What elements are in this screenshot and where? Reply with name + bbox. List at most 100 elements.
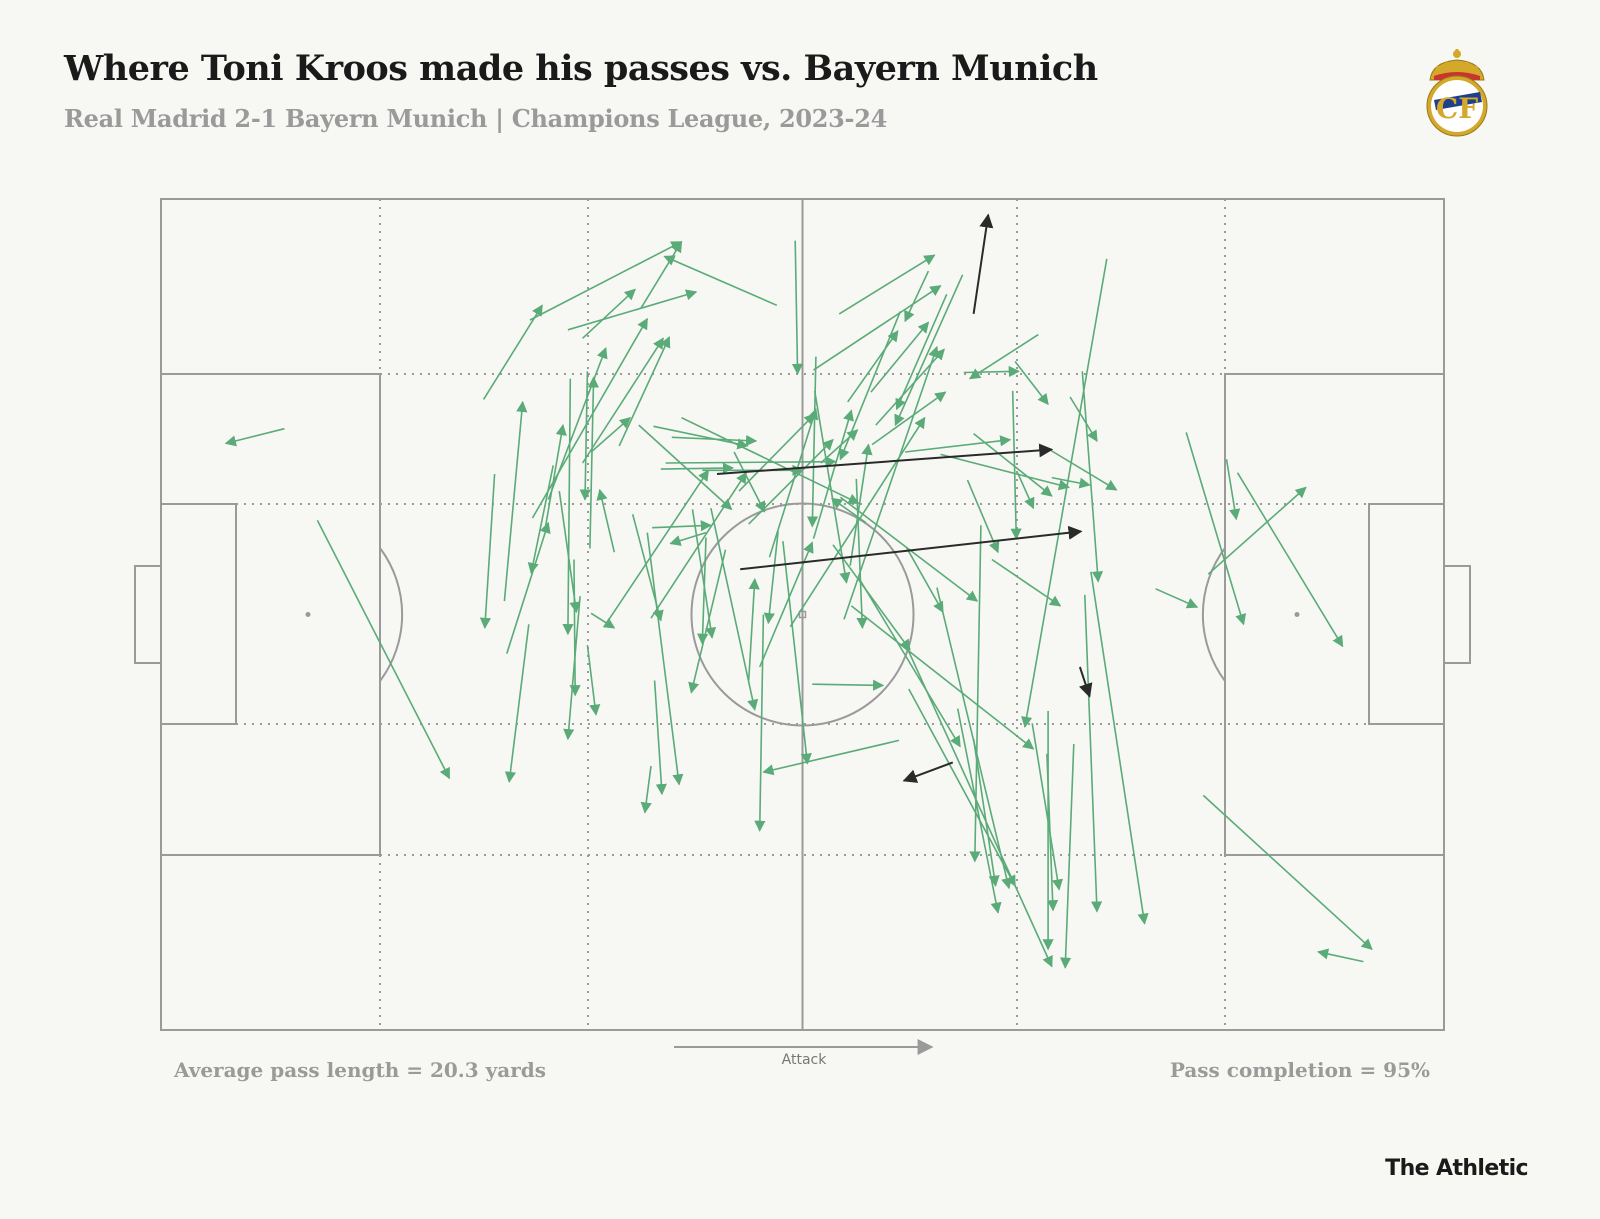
pass-completion: Pass completion = 95% <box>1169 1058 1430 1082</box>
completed-pass-arrow <box>665 456 837 468</box>
right-penalty-box <box>1224 373 1445 856</box>
completed-pass-arrow <box>963 365 1020 378</box>
incomplete-passes <box>716 213 1093 783</box>
incomplete-pass-arrow <box>1078 666 1093 698</box>
completed-pass-arrow <box>653 680 667 796</box>
completed-pass-arrow <box>652 520 713 532</box>
completed-pass-arrow <box>782 541 812 765</box>
completed-pass-arrow <box>1081 371 1104 583</box>
completed-pass-arrow <box>762 739 900 776</box>
completed-passes <box>224 240 1373 969</box>
completed-pass-arrow <box>586 645 601 716</box>
completed-pass-arrow <box>1010 390 1022 540</box>
completed-pass-arrow <box>646 532 684 786</box>
completed-pass-arrow <box>768 408 819 558</box>
completed-pass-arrow <box>966 479 1000 554</box>
completed-pass-arrow <box>905 546 944 614</box>
completed-pass-arrow <box>590 416 632 453</box>
completed-pass-arrow <box>506 521 551 654</box>
completed-pass-arrow <box>968 333 1039 380</box>
right-penalty-spot <box>1294 612 1300 617</box>
completed-pass-arrow <box>567 289 698 331</box>
completed-pass-arrow <box>527 465 554 575</box>
right-penalty-arc <box>1201 547 1226 682</box>
completed-pass-arrow <box>871 391 947 446</box>
incomplete-pass-arrow <box>902 761 954 783</box>
completed-pass-arrow <box>482 304 543 400</box>
completed-pass-arrow <box>748 438 834 525</box>
completed-pass-arrow <box>479 473 496 630</box>
completed-pass-arrow <box>733 451 766 513</box>
chart-title: Where Toni Kroos made his passes vs. Bay… <box>64 48 1098 89</box>
left-penalty-box <box>160 373 381 856</box>
centre-spot <box>798 610 807 619</box>
completed-pass-arrow <box>663 255 778 307</box>
completed-pass-arrow <box>710 508 759 711</box>
completed-pass-arrow <box>1090 571 1149 925</box>
completed-pass-arrow <box>843 345 939 620</box>
completed-pass-arrow <box>640 240 683 309</box>
completed-pass-arrow <box>838 311 902 461</box>
completed-pass-arrow <box>875 348 945 426</box>
completed-pass-arrow <box>738 413 816 492</box>
publisher-logo: The Athletic <box>1385 1156 1528 1181</box>
completed-pass-arrow <box>812 409 854 539</box>
completed-pass-arrow <box>905 435 1012 453</box>
completed-pass-arrow <box>316 520 451 780</box>
completed-pass-arrow <box>905 645 1053 968</box>
completed-pass-arrow <box>850 605 1035 750</box>
completed-pass-arrow <box>669 531 707 546</box>
pitch-markings <box>134 198 1471 1031</box>
completed-pass-arrow <box>596 488 616 553</box>
completed-pass-arrow <box>1185 432 1247 626</box>
right-goal <box>1443 565 1471 664</box>
completed-pass-arrow <box>973 432 1053 497</box>
completed-pass-arrow <box>563 596 581 741</box>
completed-pass-arrow <box>806 356 819 528</box>
completed-pass-arrow <box>763 531 779 625</box>
completed-pass-arrow <box>791 240 804 375</box>
completed-pass-arrow <box>1051 476 1091 489</box>
completed-pass-arrow <box>940 453 1070 491</box>
incomplete-pass-arrow <box>740 525 1083 571</box>
completed-pass-arrow <box>870 321 930 393</box>
completed-pass-arrow <box>618 336 671 447</box>
completed-pass-arrow <box>1225 459 1241 521</box>
completed-pass-arrow <box>543 423 567 532</box>
completed-pass-arrow <box>956 708 1002 914</box>
completed-pass-arrow <box>1317 948 1364 963</box>
completed-pass-arrow <box>908 688 1016 887</box>
completed-pass-arrow <box>581 337 664 464</box>
completed-pass-arrow <box>858 577 961 748</box>
completed-pass-arrow <box>754 614 766 832</box>
completed-pass-arrow <box>832 544 911 651</box>
completed-pass-arrow <box>660 462 735 474</box>
completed-pass-arrow <box>895 293 948 411</box>
completed-pass-arrow <box>590 612 616 629</box>
completed-pass-arrow <box>847 330 899 403</box>
chart-subtitle: Real Madrid 2-1 Bayern Munich | Champion… <box>64 104 888 133</box>
completed-pass-arrow <box>640 765 652 814</box>
completed-pass-arrow <box>688 549 727 694</box>
completed-pass-arrow <box>812 679 885 691</box>
real-madrid-crest-icon: CF <box>1426 49 1488 137</box>
completed-pass-arrow <box>569 559 581 697</box>
completed-pass-arrow <box>671 434 758 447</box>
completed-pass-arrow <box>504 624 530 784</box>
completed-pass-arrow <box>839 496 979 602</box>
left-goal <box>134 565 162 664</box>
completed-pass-arrow <box>1155 588 1199 609</box>
completed-pass-arrow <box>1236 472 1344 648</box>
completed-pass-arrow <box>607 469 710 622</box>
completed-pass-arrow <box>1069 396 1098 442</box>
completed-pass-arrow <box>813 390 851 584</box>
completed-pass-arrow <box>1016 472 1035 510</box>
completed-pass-arrow <box>562 378 574 636</box>
completed-pass-arrow <box>697 537 709 645</box>
completed-pass-arrow <box>936 587 1013 890</box>
completed-pass-arrow <box>849 443 873 566</box>
svg-text:CF: CF <box>1436 92 1478 125</box>
left-penalty-arc <box>379 547 404 682</box>
completed-pass-arrow <box>587 376 599 549</box>
